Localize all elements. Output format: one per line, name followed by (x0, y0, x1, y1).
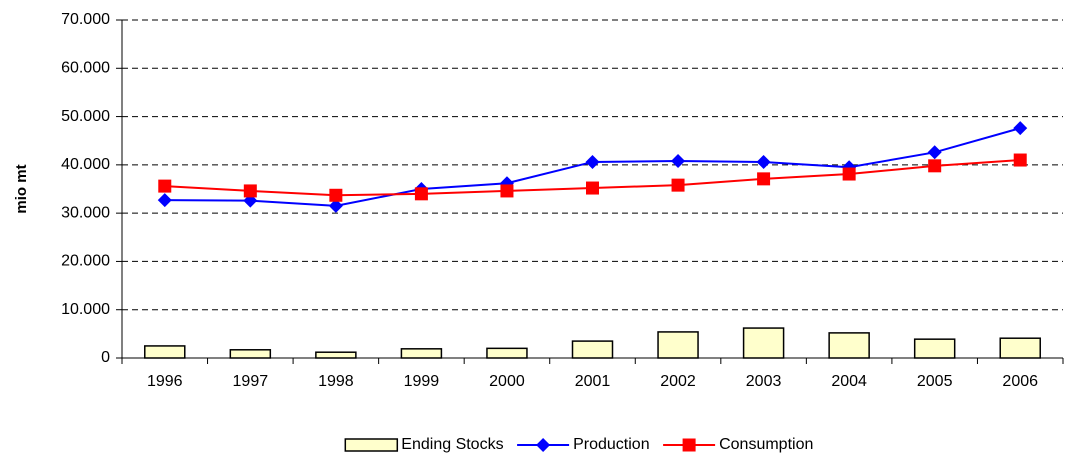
x-tick-label: 1996 (147, 373, 183, 390)
legend-label: Consumption (719, 436, 813, 453)
bar (999, 337, 1041, 359)
y-tick-label: 70.000 (61, 11, 110, 28)
bar (913, 338, 956, 359)
y-tick-label: 10.000 (61, 301, 110, 318)
x-tick-label: 2002 (660, 373, 696, 390)
marker (586, 181, 599, 195)
marker (329, 188, 343, 202)
legend-marker (682, 438, 696, 452)
bar (400, 348, 443, 359)
y-tick-label: 0 (101, 349, 110, 366)
legend-label: Ending Stocks (401, 436, 503, 453)
bar (486, 347, 528, 359)
bar (657, 331, 699, 359)
x-tick-label: 2001 (575, 373, 611, 390)
bar (315, 351, 357, 359)
marker (414, 187, 428, 201)
marker (1013, 121, 1028, 136)
y-axis-label: mio mt (13, 164, 30, 213)
y-tick-label: 40.000 (61, 156, 110, 173)
marker (928, 159, 942, 173)
legend-swatch (344, 438, 399, 452)
marker (671, 153, 686, 168)
x-tick-label: 2000 (489, 373, 525, 390)
x-tick-label: 1997 (233, 373, 269, 390)
marker (158, 179, 172, 193)
marker (927, 145, 942, 160)
y-tick-label: 30.000 (61, 204, 110, 221)
bar (571, 340, 614, 359)
marker (328, 198, 343, 213)
x-tick-label: 1999 (404, 373, 440, 390)
y-tick-label: 50.000 (61, 108, 110, 125)
marker (157, 193, 172, 208)
marker (757, 172, 771, 186)
x-tick-label: 2006 (1002, 373, 1038, 390)
y-tick-label: 20.000 (61, 253, 110, 270)
x-tick-label: 1998 (318, 373, 354, 390)
legend-label: Production (573, 436, 650, 453)
bar (742, 327, 785, 359)
marker (756, 154, 771, 169)
legend-marker (536, 438, 551, 452)
y-tick-label: 60.000 (61, 60, 110, 77)
x-tick-label: 2005 (917, 373, 953, 390)
marker (842, 167, 856, 181)
marker (500, 184, 514, 198)
marker (671, 178, 685, 192)
bar (229, 349, 272, 359)
x-tick-label: 2003 (746, 373, 782, 390)
marker (243, 184, 257, 198)
marker (1013, 153, 1027, 167)
marker (585, 154, 600, 169)
x-tick-label: 2004 (831, 373, 867, 390)
bar (828, 332, 870, 359)
bar (144, 345, 186, 359)
